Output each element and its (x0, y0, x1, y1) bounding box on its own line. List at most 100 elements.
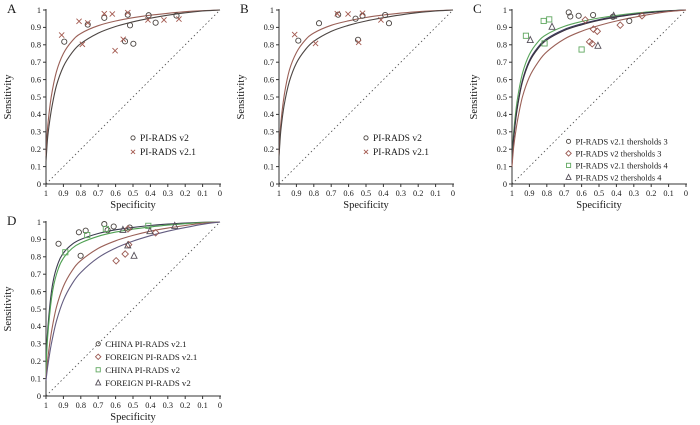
x-tick-label: 0.9 (58, 189, 68, 198)
scatter-series (581, 11, 646, 48)
x-tick-label: 0.6 (343, 189, 353, 198)
x-tick-label: 0.2 (646, 189, 656, 198)
fitted-roc-curve (511, 9, 687, 167)
square-marker (145, 222, 152, 229)
x-marker (79, 41, 86, 48)
y-tick-label: 1 (37, 218, 41, 227)
legend-label: PI-RADS v2.1 (373, 148, 429, 158)
x-tick-label: 0 (218, 189, 222, 198)
circle-marker (75, 229, 82, 236)
fitted-roc-curve (45, 221, 221, 381)
x-tick-label: 0.4 (145, 401, 156, 410)
circle-marker (354, 36, 362, 43)
x-axis-title: Specificity (110, 412, 156, 423)
x-axis-title: Specificity (110, 200, 156, 211)
legend: PI-RADS v2 PI-RADS v2.1 (130, 134, 196, 158)
fitted-roc-curve (45, 9, 221, 162)
diamond-marker (581, 16, 590, 24)
x-tick-label: 0.1 (663, 189, 673, 198)
legend: CHINA PI-RADS v2.1 FOREIGN PI-RADS v2.1 CH… (94, 339, 197, 388)
triangle-marker (548, 22, 556, 30)
reference-diagonal (45, 9, 221, 185)
x-tick-label: 0 (684, 189, 688, 198)
circle-marker (55, 240, 62, 247)
square-marker (540, 17, 547, 25)
x-tick-label: 0.5 (128, 401, 138, 410)
square-marker (84, 232, 91, 239)
circle-marker (566, 138, 572, 144)
panel-label-b: B (240, 1, 249, 16)
diamond-marker (565, 150, 572, 157)
panel-c: C 1 0.9 0.8 0.7 0.6 0.5 0.4 0.3 0.2 0.1 0 0 0.1 0.2 0.… (466, 0, 700, 213)
y-tick-label: 0.2 (31, 145, 41, 154)
diamond-marker (121, 250, 130, 258)
legend-label: PI-RADS v2 (140, 134, 189, 144)
x-tick-label: 0.7 (326, 189, 336, 198)
triangle-marker (594, 41, 602, 49)
y-axis-title: Sensitivity (236, 74, 247, 120)
legend: PI-RADS v2 PI-RADS v2.1 (363, 134, 429, 158)
circle-marker (567, 13, 574, 20)
y-tick-label: 0.8 (31, 253, 41, 262)
roc-chart-b: 1 0.9 0.8 0.7 0.6 0.5 0.4 0.3 0.2 0.1 0 0 0.1 0.2 0.3 0… (236, 6, 455, 211)
scatter-series (62, 222, 152, 256)
x-tick-label: 1 (44, 401, 48, 410)
y-tick-label: 0.1 (497, 162, 507, 171)
y-tick-label: 0 (37, 392, 41, 401)
y-tick-label: 1 (270, 6, 274, 15)
x-tick-label: 0.5 (361, 189, 371, 198)
y-tick-label: 0.7 (31, 58, 41, 67)
legend-label: PI-RADS v2.1 (140, 148, 196, 158)
y-tick-label: 0.9 (264, 23, 274, 32)
triangle-marker (565, 173, 572, 180)
y-tick-label: 0.1 (31, 374, 41, 383)
x-tick-label: 1 (44, 189, 48, 198)
x-marker (345, 11, 351, 17)
y-tick-label: 0.7 (31, 270, 41, 279)
x-marker (161, 16, 167, 23)
triangle-marker (609, 11, 618, 19)
circle-marker (104, 227, 111, 234)
circle-marker (121, 38, 129, 45)
legend-label: CHINA PI-RADS v2.1 (105, 339, 186, 349)
diamond-marker (124, 225, 132, 233)
x-marker (76, 18, 82, 25)
x-tick-label: 0.9 (58, 401, 68, 410)
diamond-marker (112, 256, 120, 265)
scatter-series (295, 11, 393, 44)
legend-label: PI-RADS v2 thersholds 4 (576, 173, 663, 182)
x-tick-label: 0.2 (180, 401, 190, 410)
y-tick-label: 0.3 (264, 128, 274, 137)
x-tick-label: 0.5 (128, 189, 138, 198)
fitted-roc-curve (45, 221, 221, 379)
circle-marker (145, 12, 152, 19)
y-tick-label: 0.9 (31, 235, 41, 244)
x-tick-label: 0.8 (76, 401, 86, 410)
x-tick-label: 0.3 (396, 189, 406, 198)
y-tick-label: 0 (37, 180, 41, 189)
x-marker (58, 32, 65, 38)
diamond-marker (593, 27, 602, 36)
triangle-marker (94, 378, 102, 386)
x-tick-label: 0.6 (110, 189, 120, 198)
y-tick-label: 1 (503, 6, 507, 15)
x-axis-title: Specificity (576, 200, 622, 211)
x-marker (109, 11, 116, 17)
x-marker (84, 19, 91, 26)
x-marker (145, 16, 151, 23)
x-marker (312, 40, 319, 47)
panel-d: D 1 0.9 0.8 0.7 0.6 0.5 0.4 0.3 0.2 0.1 0 0 0.1 0.2 0.… (0, 212, 234, 425)
x-marker (378, 16, 384, 23)
x-tick-label: 0.2 (180, 189, 190, 198)
x-tick-label: 0.4 (378, 189, 389, 198)
y-tick-label: 0.2 (264, 145, 274, 154)
y-tick-label: 0.3 (31, 128, 41, 137)
x-tick-label: 0.3 (629, 189, 639, 198)
x-marker (363, 149, 369, 155)
circle-marker (385, 20, 393, 27)
x-marker (359, 10, 366, 17)
panel-b: B 1 0.9 0.8 0.7 0.6 0.5 0.4 0.3 0.2 0.1 0 0 0.1 0.2 0.… (233, 0, 467, 213)
circle-marker (110, 223, 117, 230)
y-tick-label: 0.8 (497, 41, 507, 50)
